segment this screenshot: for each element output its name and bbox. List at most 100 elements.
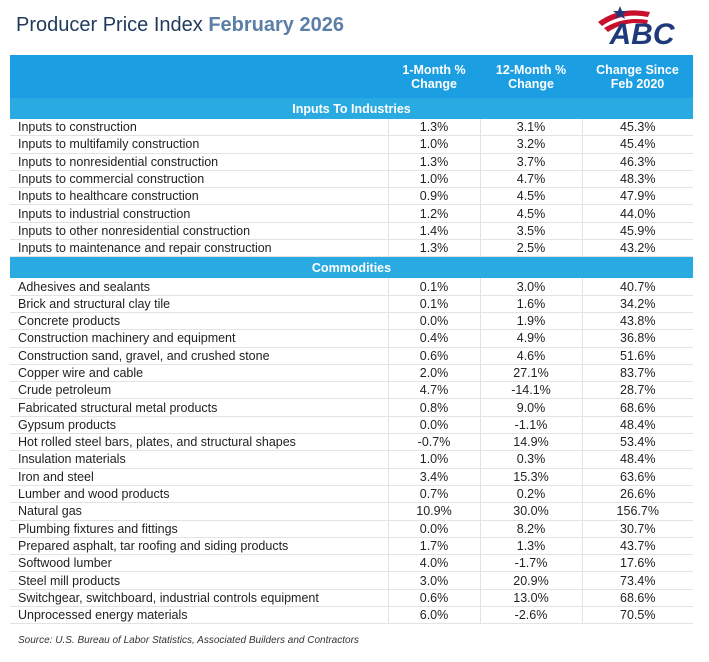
data-row: Inputs to multifamily construction 1.0% 3.… — [10, 135, 693, 154]
value-cell: 6.0% — [387, 606, 480, 625]
data-row: Fabricated structural metal products 0.8%… — [10, 398, 693, 417]
data-row: Inputs to maintenance and repair constru… — [10, 239, 693, 258]
row-label: Adhesives and sealants — [10, 278, 388, 296]
logo-text: ABC — [609, 18, 676, 51]
value-cell: 4.5% — [479, 204, 582, 223]
header-cell — [10, 55, 388, 98]
value-cell: 1.3% — [387, 153, 480, 171]
row-label: Construction machinery and equipment — [10, 329, 388, 348]
value-cell: -2.6% — [479, 606, 582, 625]
value-cell: 40.7% — [581, 278, 693, 296]
value-cell: 0.9% — [387, 187, 480, 206]
value-cell: 26.6% — [581, 485, 693, 504]
data-row: Inputs to industrial construction 1.2% 4.5… — [10, 204, 693, 223]
value-cell: 83.7% — [581, 364, 693, 383]
value-cell: 48.4% — [581, 450, 693, 469]
data-row: Crude petroleum 4.7% -14.1% 28.7% — [10, 381, 693, 400]
value-cell: 13.0% — [479, 589, 582, 608]
data-row: Gypsum products 0.0% -1.1% 48.4% — [10, 416, 693, 435]
value-cell: 14.9% — [479, 433, 582, 452]
value-cell: 0.0% — [387, 520, 480, 538]
row-label: Inputs to other nonresidential construct… — [10, 222, 388, 241]
value-cell: 4.6% — [479, 347, 582, 365]
row-label: Steel mill products — [10, 571, 388, 590]
value-cell: 0.1% — [387, 295, 480, 313]
data-row: Concrete products 0.0% 1.9% 43.8% — [10, 312, 693, 331]
data-row: Hot rolled steel bars, plates, and struc… — [10, 433, 693, 452]
row-label: Construction sand, gravel, and crushed s… — [10, 347, 388, 365]
value-cell: 48.4% — [581, 416, 693, 435]
value-cell: 3.2% — [479, 135, 582, 154]
value-cell: 44.0% — [581, 204, 693, 223]
value-cell: 0.3% — [479, 450, 582, 469]
value-cell: 45.3% — [581, 119, 693, 137]
section-row: Commodities — [10, 256, 693, 279]
value-cell: 4.0% — [387, 554, 480, 573]
column-header: 1-Month % Change — [388, 55, 480, 98]
row-label: Inputs to industrial construction — [10, 204, 388, 223]
value-cell: 53.4% — [581, 433, 693, 452]
value-cell: 3.1% — [479, 119, 582, 137]
value-cell: 4.7% — [479, 170, 582, 189]
value-cell: 0.0% — [387, 312, 480, 331]
value-cell: 20.9% — [479, 571, 582, 590]
row-label: Lumber and wood products — [10, 485, 388, 504]
value-cell: 1.9% — [479, 312, 582, 331]
value-cell: 1.0% — [387, 450, 480, 469]
data-row: Plumbing fixtures and fittings 0.0% 8.2% 30… — [10, 520, 693, 538]
row-label: Brick and structural clay tile — [10, 295, 388, 313]
data-row: Prepared asphalt, tar roofing and siding… — [10, 537, 693, 556]
value-cell: 2.0% — [387, 364, 480, 383]
row-label: Plumbing fixtures and fittings — [10, 520, 388, 538]
ppi-table: 1-Month % Change 12-Month % Change Change … — [10, 55, 693, 625]
row-label: Inputs to commercial construction — [10, 170, 388, 189]
value-cell: 0.2% — [479, 485, 582, 504]
value-cell: 43.7% — [581, 537, 693, 556]
data-row: Inputs to construction 1.3% 3.1% 45.3% — [10, 119, 693, 137]
value-cell: 3.0% — [387, 571, 480, 590]
row-label: Iron and steel — [10, 468, 388, 486]
logo: ABC — [598, 6, 676, 51]
value-cell: 3.5% — [479, 222, 582, 241]
value-cell: 0.0% — [387, 416, 480, 435]
row-label: Concrete products — [10, 312, 388, 331]
value-cell: 36.8% — [581, 329, 693, 348]
section-title: Commodities — [10, 256, 693, 279]
value-cell: 1.3% — [479, 537, 582, 556]
value-cell: 63.6% — [581, 468, 693, 486]
header-row: 1-Month % Change 12-Month % Change Change … — [10, 55, 693, 98]
data-row: Switchgear, switchboard, industrial cont… — [10, 589, 693, 608]
value-cell: 27.1% — [479, 364, 582, 383]
row-label: Switchgear, switchboard, industrial cont… — [10, 589, 388, 608]
value-cell: 45.9% — [581, 222, 693, 241]
value-cell: -1.1% — [479, 416, 582, 435]
data-row: Natural gas 10.9% 30.0% 156.7% — [10, 502, 693, 521]
value-cell: 9.0% — [479, 398, 582, 417]
data-row: Inputs to nonresidential construction 1.3… — [10, 153, 693, 171]
value-cell: 3.4% — [387, 468, 480, 486]
value-cell: 46.3% — [581, 153, 693, 171]
value-cell: 1.7% — [387, 537, 480, 556]
section-title: Inputs To Industries — [10, 98, 693, 119]
value-cell: 156.7% — [581, 502, 693, 521]
value-cell: -14.1% — [479, 381, 582, 400]
data-row: Softwood lumber 4.0% -1.7% 17.6% — [10, 554, 693, 573]
data-row: Copper wire and cable 2.0% 27.1% 83.7% — [10, 364, 693, 383]
section-row: Inputs To Industries — [10, 98, 693, 119]
data-row: Iron and steel 3.4% 15.3% 63.6% — [10, 468, 693, 486]
value-cell: 0.4% — [387, 329, 480, 348]
row-label: Crude petroleum — [10, 381, 388, 400]
row-label: Inputs to multifamily construction — [10, 135, 388, 154]
data-row: Inputs to other nonresidential construct… — [10, 222, 693, 241]
row-label: Hot rolled steel bars, plates, and struc… — [10, 433, 388, 452]
value-cell: 30.0% — [479, 502, 582, 521]
value-cell: 30.7% — [581, 520, 693, 538]
value-cell: 73.4% — [581, 571, 693, 590]
value-cell: -0.7% — [387, 433, 480, 452]
row-label: Inputs to maintenance and repair constru… — [10, 239, 388, 258]
data-row: Adhesives and sealants 0.1% 3.0% 40.7% — [10, 278, 693, 296]
row-label: Insulation materials — [10, 450, 388, 469]
title: Producer Price Index February 2026 — [16, 14, 344, 37]
value-cell: 51.6% — [581, 347, 693, 365]
